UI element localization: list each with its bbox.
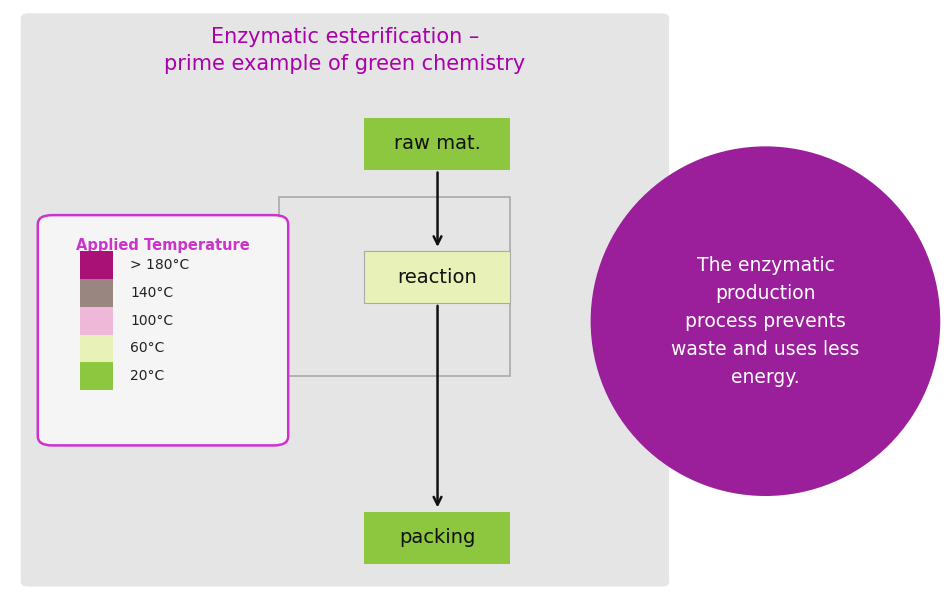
- Text: The enzymatic
production
process prevents
waste and uses less
energy.: The enzymatic production process prevent…: [670, 256, 859, 387]
- FancyBboxPatch shape: [80, 307, 113, 335]
- FancyBboxPatch shape: [363, 251, 510, 303]
- Text: Enzymatic esterification –
prime example of green chemistry: Enzymatic esterification – prime example…: [164, 27, 525, 74]
- FancyBboxPatch shape: [21, 13, 668, 587]
- Text: reaction: reaction: [396, 268, 477, 287]
- FancyBboxPatch shape: [80, 335, 113, 362]
- Text: Applied Temperature: Applied Temperature: [76, 238, 249, 253]
- Text: Immobilized catalyst
recycled in
packed bed reactor: Immobilized catalyst recycled in packed …: [105, 253, 263, 310]
- Text: 140°C: 140°C: [130, 285, 174, 300]
- Text: 100°C: 100°C: [130, 313, 174, 328]
- Text: 20°C: 20°C: [130, 369, 164, 384]
- Text: packing: packing: [398, 528, 475, 547]
- FancyBboxPatch shape: [363, 118, 510, 170]
- FancyBboxPatch shape: [80, 279, 113, 307]
- FancyBboxPatch shape: [80, 362, 113, 390]
- Text: > 180°C: > 180°C: [130, 258, 190, 272]
- FancyBboxPatch shape: [363, 512, 510, 564]
- Text: 60°C: 60°C: [130, 341, 164, 356]
- FancyBboxPatch shape: [80, 251, 113, 279]
- Text: raw mat.: raw mat.: [394, 135, 480, 153]
- Ellipse shape: [590, 147, 939, 496]
- FancyBboxPatch shape: [38, 215, 288, 445]
